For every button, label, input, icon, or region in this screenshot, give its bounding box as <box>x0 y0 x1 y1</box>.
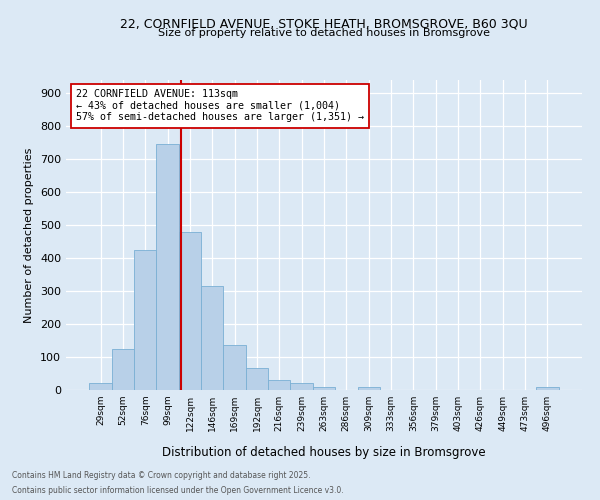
Bar <box>358 388 380 390</box>
Bar <box>536 388 559 390</box>
Bar <box>201 286 223 390</box>
Bar <box>134 250 157 390</box>
Bar <box>313 386 335 390</box>
Bar <box>112 349 134 390</box>
Text: Size of property relative to detached houses in Bromsgrove: Size of property relative to detached ho… <box>158 28 490 38</box>
Text: Contains public sector information licensed under the Open Government Licence v3: Contains public sector information licen… <box>12 486 344 495</box>
Bar <box>157 144 179 390</box>
Bar <box>223 346 246 390</box>
Bar <box>179 232 201 390</box>
Text: 22, CORNFIELD AVENUE, STOKE HEATH, BROMSGROVE, B60 3QU: 22, CORNFIELD AVENUE, STOKE HEATH, BROMS… <box>120 18 528 30</box>
Text: Distribution of detached houses by size in Bromsgrove: Distribution of detached houses by size … <box>162 446 486 459</box>
Y-axis label: Number of detached properties: Number of detached properties <box>25 148 34 322</box>
Text: Contains HM Land Registry data © Crown copyright and database right 2025.: Contains HM Land Registry data © Crown c… <box>12 471 311 480</box>
Bar <box>268 380 290 390</box>
Bar <box>89 384 112 390</box>
Bar <box>246 368 268 390</box>
Text: 22 CORNFIELD AVENUE: 113sqm
← 43% of detached houses are smaller (1,004)
57% of : 22 CORNFIELD AVENUE: 113sqm ← 43% of det… <box>76 90 364 122</box>
Bar <box>290 384 313 390</box>
